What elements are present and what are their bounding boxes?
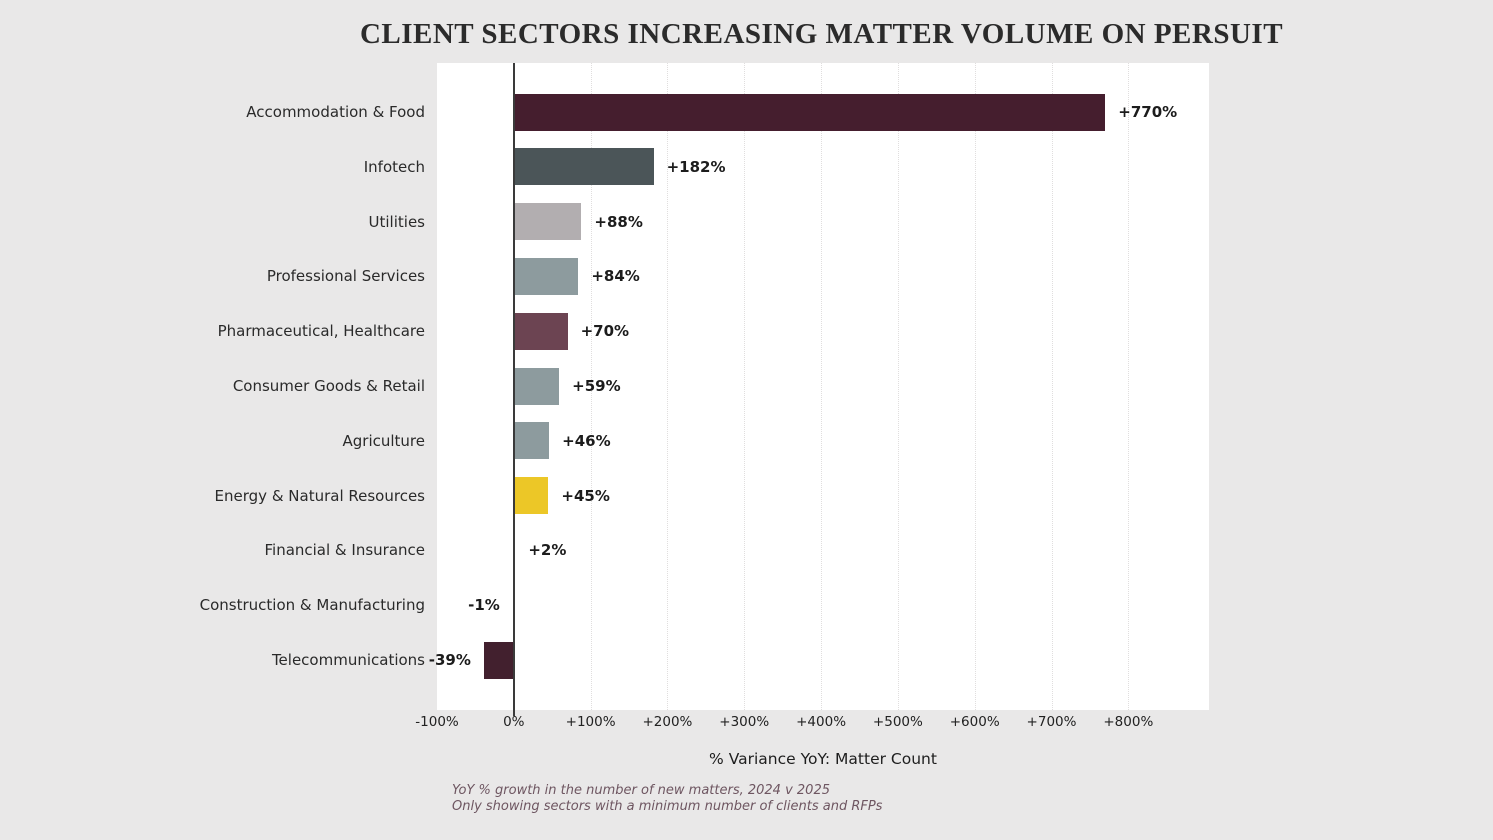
x-tick-label: +600% bbox=[949, 714, 1000, 730]
gridline-800 bbox=[1128, 63, 1130, 710]
x-tick-label: +500% bbox=[872, 714, 923, 730]
x-tick-label: -100% bbox=[415, 714, 459, 730]
footnote: YoY % growth in the number of new matter… bbox=[452, 783, 882, 814]
value-label: +45% bbox=[561, 486, 610, 505]
bar-1 bbox=[513, 93, 1106, 131]
x-tick-label: +300% bbox=[719, 714, 770, 730]
bar-7 bbox=[513, 422, 550, 460]
value-label: +84% bbox=[591, 267, 640, 286]
x-tick-label: +200% bbox=[642, 714, 693, 730]
x-tick-label: +100% bbox=[565, 714, 616, 730]
value-label: -1% bbox=[468, 596, 500, 615]
gridline-400 bbox=[821, 63, 823, 710]
gridline-600 bbox=[974, 63, 976, 710]
gridline-100 bbox=[590, 63, 592, 710]
category-label: Infotech bbox=[363, 157, 425, 176]
chart-title: CLIENT SECTORS INCREASING MATTER VOLUME … bbox=[359, 18, 1284, 50]
bar-6 bbox=[513, 367, 560, 405]
category-label: Consumer Goods & Retail bbox=[232, 377, 425, 395]
category-label: Accommodation & Food bbox=[246, 103, 425, 121]
gridline-300 bbox=[744, 63, 746, 710]
bar-2 bbox=[513, 148, 654, 186]
zero-axis-line bbox=[512, 63, 515, 716]
x-axis-title: % Variance YoY: Matter Count bbox=[709, 750, 937, 768]
x-tick-label: +700% bbox=[1026, 714, 1077, 730]
footnote-line-1: YoY % growth in the number of new matter… bbox=[452, 783, 830, 798]
footnote-line-2: Only showing sectors with a minimum numb… bbox=[452, 798, 883, 814]
value-label: +59% bbox=[572, 377, 621, 395]
category-label: Telecommunications bbox=[271, 651, 425, 669]
category-label: Energy & Natural Resources bbox=[214, 486, 425, 505]
gridline-500 bbox=[897, 63, 899, 710]
value-label: -39% bbox=[428, 651, 471, 669]
value-label: +70% bbox=[580, 322, 630, 341]
value-label: +2% bbox=[528, 541, 567, 560]
value-label: +88% bbox=[594, 212, 643, 231]
category-label: Utilities bbox=[368, 212, 425, 231]
bar-11 bbox=[483, 641, 514, 679]
gridline-700 bbox=[1051, 63, 1053, 710]
bar-5 bbox=[513, 312, 568, 350]
bar-4 bbox=[513, 257, 579, 295]
gridline-200 bbox=[667, 63, 669, 710]
value-label: +770% bbox=[1118, 103, 1178, 121]
x-tick-label: +400% bbox=[796, 714, 847, 730]
category-label: Construction & Manufacturing bbox=[199, 596, 425, 615]
category-label: Professional Services bbox=[266, 267, 425, 286]
category-label: Agriculture bbox=[342, 431, 426, 450]
x-tick-label: +800% bbox=[1103, 714, 1154, 730]
category-label: Financial & Insurance bbox=[264, 541, 425, 560]
bar-8 bbox=[513, 477, 549, 515]
bar-3 bbox=[513, 203, 582, 241]
category-label: Pharmaceutical, Healthcare bbox=[217, 322, 425, 341]
x-tick-label: 0% bbox=[503, 714, 525, 730]
value-label: +182% bbox=[666, 157, 726, 176]
value-label: +46% bbox=[562, 431, 611, 450]
